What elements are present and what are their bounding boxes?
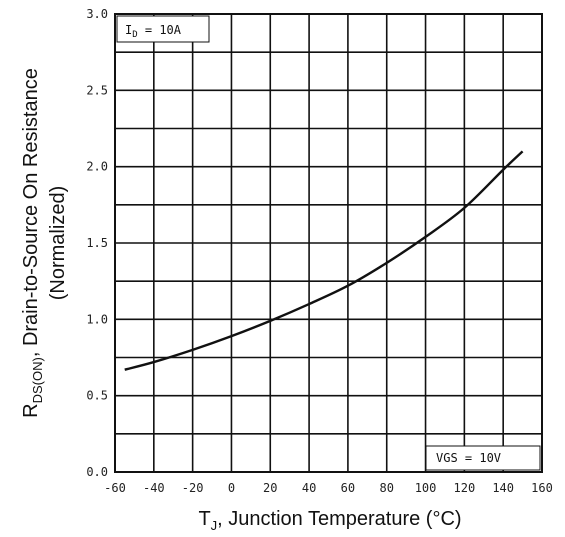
x-tick-label: 60 [341,481,355,495]
vgs-annotation-box [425,445,541,471]
series-layer [124,150,524,371]
x-tick-label: 20 [263,481,277,495]
y-tick-label: 0.5 [86,389,108,403]
x-tick-labels: -60 -40 -20 0 20 40 60 80 100 120 140 160 [104,481,553,495]
x-tick-label: 160 [531,481,553,495]
y-tick-label: 1.0 [86,312,108,326]
id-annotation-box [116,15,210,43]
series-line [124,150,524,371]
y-axis-title-line1: RDS(ON), Drain-to-Source On Resistance [20,68,45,418]
y-tick-labels: 0.0 0.5 1.0 1.5 2.0 2.5 3.0 [86,7,108,479]
x-tick-label: 80 [380,481,394,495]
x-axis-title: TJ, Junction Temperature (°C) [198,508,461,533]
y-tick-label: 1.5 [86,236,108,250]
x-tick-label: 120 [454,481,476,495]
x-tick-label: 140 [492,481,514,495]
y-tick-label: 2.5 [86,83,108,97]
y-tick-label: 2.0 [86,160,108,174]
x-tick-label: 40 [302,481,316,495]
x-tick-label: -20 [182,481,204,495]
plot-frame [114,13,543,473]
y-tick-label: 3.0 [86,7,108,21]
grid [115,14,542,472]
x-tick-label: -40 [143,481,165,495]
id-annotation: ID = 10A [125,23,182,40]
x-tick-label: 100 [415,481,437,495]
x-tick-label: -60 [104,481,126,495]
y-tick-label: 0.0 [86,465,108,479]
vgs-annotation: VGS = 10V [436,451,501,465]
y-axis-title-line2: (Normalized) [47,186,69,300]
x-tick-label: 0 [228,481,235,495]
